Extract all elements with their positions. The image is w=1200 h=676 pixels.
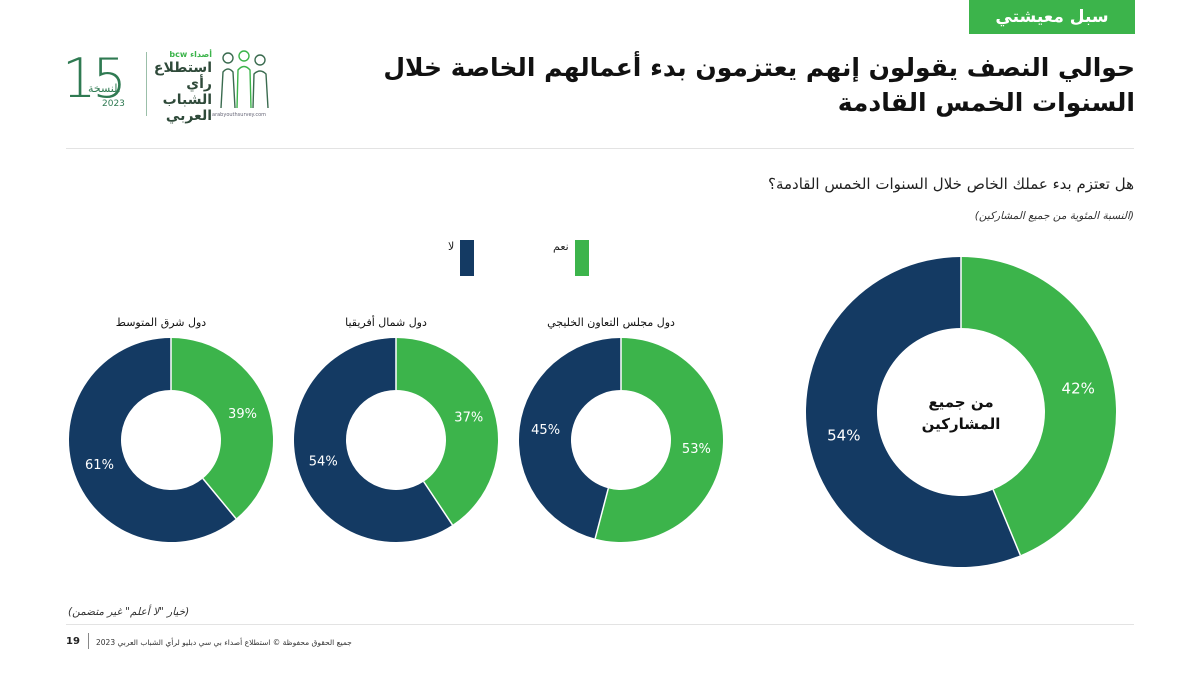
chart-center-label-line2: المشاركين: [922, 415, 1001, 433]
slice-divider-all-1: [992, 489, 1022, 556]
footer-separator: [88, 633, 89, 649]
slice-divider-gcc-1: [594, 488, 610, 539]
slice-divider-levant-1: [202, 478, 237, 520]
slice-divider-north-africa-1: [423, 481, 454, 526]
value-label-yes-north-africa: 37%: [454, 411, 483, 426]
chart-title-gcc: دول مجلس التعاون الخليجي: [547, 316, 675, 329]
donut-slice-no-all: [806, 257, 1021, 567]
value-label-no-all: 54%: [827, 426, 860, 444]
value-label-no-levant: 61%: [85, 458, 114, 473]
logo-brand-text: أصداء bcw استطلاع رأي الشباب العربي: [154, 50, 212, 124]
legend-no-label: لا: [448, 240, 455, 253]
section-tag: سبل معيشتي: [969, 0, 1135, 34]
legend-yes: نعم: [553, 240, 589, 276]
value-label-yes-all: 42%: [1062, 380, 1095, 398]
legend-no: لا: [448, 240, 475, 276]
page-title: حوالي النصف يقولون إنهم يعتزمون بدء أعما…: [383, 53, 1135, 117]
legend-no-swatch: [460, 240, 475, 276]
value-label-yes-gcc: 53%: [682, 442, 711, 457]
donut-slice-no-north-africa: [293, 338, 453, 542]
base-note: (النسبة المئوية من جميع المشاركين): [974, 210, 1134, 222]
youth-figures-icon: [220, 50, 269, 109]
chart-title-north-africa: دول شمال أفريقيا: [345, 315, 427, 329]
logo-divider: [146, 52, 147, 116]
legend-yes-label: نعم: [553, 240, 569, 253]
logo-url: arabyouthsurvey.com: [212, 112, 267, 118]
logo-edition-number: 15: [62, 47, 127, 110]
logo-year: 2023: [102, 99, 125, 109]
header-divider: [66, 148, 1134, 149]
logo-brand-line2: رأي الشباب: [162, 76, 212, 108]
chart-center-label-line1: من جميع: [928, 393, 993, 411]
chart-title-levant: دول شرق المتوسط: [116, 316, 207, 329]
footnote: (خيار "لا أعلم" غير متضمن): [68, 606, 190, 618]
survey-logo: 15 النسخة 2023 أصداء bcw استطلاع رأي الش…: [62, 44, 272, 124]
donut-slice-yes-gcc: [595, 338, 723, 542]
logo-brand-line3: العربي: [165, 108, 212, 124]
page-number: 19: [66, 636, 80, 647]
legend-yes-swatch: [574, 240, 589, 276]
logo-brand-top: أصداء bcw: [169, 50, 212, 59]
footer-divider: [66, 624, 1134, 625]
donut-slice-no-levant: [68, 338, 237, 542]
logo-edition-label: النسخة: [88, 82, 121, 95]
survey-question: هل تعتزم بدء عملك الخاص خلال السنوات الخ…: [767, 175, 1134, 193]
logo-brand-line1: استطلاع: [153, 60, 212, 76]
donut-slice-no-gcc: [519, 338, 621, 539]
value-label-no-gcc: 45%: [531, 423, 560, 438]
donut-slice-yes-levant: [171, 338, 273, 519]
copyright: جميع الحقوق محفوظة © استطلاع أصداء بي سي…: [96, 638, 352, 647]
value-label-yes-levant: 39%: [228, 407, 257, 422]
value-label-no-north-africa: 54%: [309, 454, 338, 469]
donut-slice-yes-all: [961, 257, 1116, 556]
donut-slice-yes-north-africa: [396, 338, 499, 525]
